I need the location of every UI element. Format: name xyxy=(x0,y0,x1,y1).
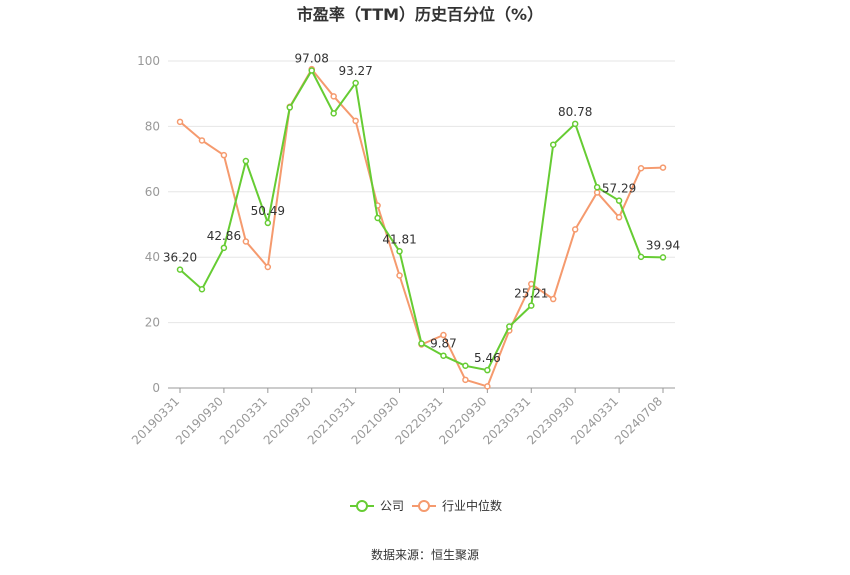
data-point xyxy=(462,376,469,384)
data-point xyxy=(418,340,425,347)
data-point xyxy=(264,263,272,271)
data-label: 39.94 xyxy=(646,238,680,252)
data-label: 5.46 xyxy=(474,351,501,365)
data-point xyxy=(176,118,184,126)
data-point xyxy=(396,272,403,279)
data-label: 93.27 xyxy=(338,64,372,78)
data-point xyxy=(330,93,337,100)
data-point xyxy=(659,164,667,171)
legend-item[interactable]: 行业中位数 xyxy=(412,498,502,513)
data-label: 25.21 xyxy=(514,287,548,301)
y-tick-label: 80 xyxy=(145,119,160,133)
data-point xyxy=(352,79,359,87)
x-tick-label: 20240708 xyxy=(612,394,665,447)
data-labels: 36.20 42.86 50.49 97.08 93.27 41.81 9.87 5.46 25… xyxy=(163,52,680,366)
data-point xyxy=(615,197,623,204)
legend[interactable]: 公司 行业中位数 xyxy=(350,498,502,513)
data-point xyxy=(549,295,557,303)
data-label: 97.08 xyxy=(295,52,329,66)
y-tick-label: 60 xyxy=(145,185,160,199)
data-point xyxy=(198,285,206,293)
series-lines xyxy=(176,65,667,390)
legend-label: 行业中位数 xyxy=(442,498,502,513)
y-tick-label: 20 xyxy=(145,316,160,330)
legend-label: 公司 xyxy=(380,499,404,513)
data-point xyxy=(571,226,579,233)
data-point xyxy=(374,214,381,222)
data-label: 57.29 xyxy=(602,182,636,196)
data-point xyxy=(176,266,184,273)
data-label: 80.78 xyxy=(558,105,592,119)
data-label: 42.86 xyxy=(207,229,241,243)
source-note: 数据来源：恒生聚源 xyxy=(371,547,479,562)
data-point xyxy=(440,352,447,359)
data-label: 41.81 xyxy=(382,232,416,246)
data-point xyxy=(264,219,272,227)
data-point xyxy=(198,137,206,144)
data-label: 50.49 xyxy=(251,204,285,218)
data-point xyxy=(352,117,359,125)
legend-marker xyxy=(356,500,368,512)
y-tick-label: 100 xyxy=(137,54,160,68)
data-point xyxy=(571,120,579,128)
data-point xyxy=(242,157,250,165)
legend-item[interactable]: 公司 xyxy=(350,499,404,513)
legend-marker xyxy=(418,500,430,512)
data-point xyxy=(220,244,228,252)
data-point xyxy=(528,302,535,309)
data-point xyxy=(593,189,601,196)
data-point xyxy=(593,183,601,191)
data-point xyxy=(462,362,469,370)
data-point xyxy=(396,248,403,255)
data-point xyxy=(615,214,623,221)
data-point xyxy=(506,323,513,330)
data-point xyxy=(637,165,645,172)
data-label: 9.87 xyxy=(430,337,457,351)
data-point xyxy=(242,238,250,245)
data-point xyxy=(484,366,491,374)
data-point xyxy=(484,383,491,390)
x-axis: 2019033120190930202003312020093020210331… xyxy=(129,387,675,447)
y-axis-ticks: 0 20 40 60 80 100 xyxy=(137,54,160,395)
data-point xyxy=(440,331,447,339)
data-label: 36.20 xyxy=(163,251,197,265)
data-point xyxy=(220,151,228,159)
data-point xyxy=(659,254,667,261)
y-tick-label: 0 xyxy=(152,381,160,395)
data-point xyxy=(330,110,337,117)
data-point xyxy=(286,104,294,111)
chart-title: 市盈率（TTM）历史百分位（%） xyxy=(297,5,543,24)
data-point xyxy=(549,141,557,148)
y-tick-label: 40 xyxy=(145,250,160,264)
data-point xyxy=(637,253,645,261)
gridlines xyxy=(168,60,675,324)
data-point xyxy=(308,67,315,74)
